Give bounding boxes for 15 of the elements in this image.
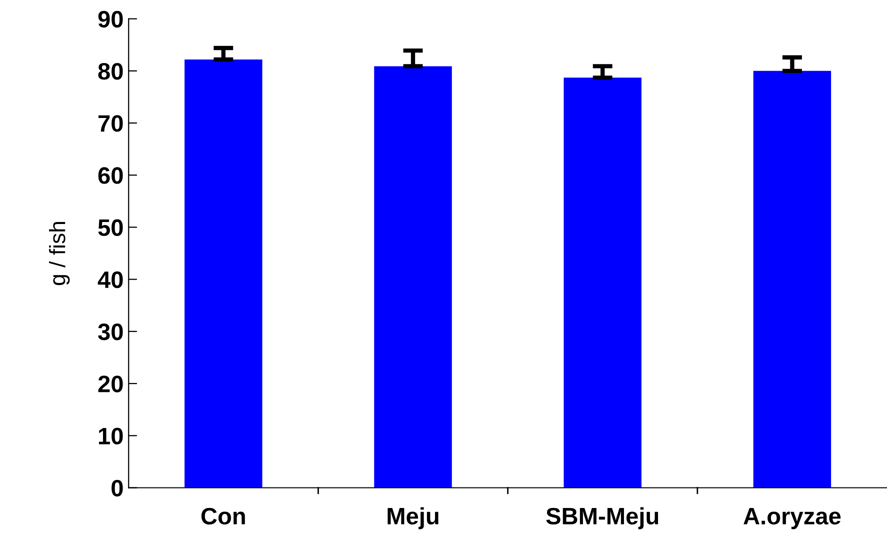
- y-tick-label: 80: [98, 62, 123, 80]
- y-tick-label: 60: [98, 167, 123, 184]
- y-tick-label: 50: [98, 219, 123, 236]
- y-axis-title: g / fish: [49, 222, 70, 286]
- x-tick-label: Meju: [388, 507, 438, 530]
- y-tick-label: 30: [98, 324, 123, 340]
- x-tick-label: Con: [201, 508, 245, 525]
- x-tick-label: SBM-Meju: [546, 507, 658, 530]
- x-tick-label: A.oryzae: [744, 508, 841, 530]
- y-tick-label: 20: [98, 376, 123, 392]
- y-tick-label: 10: [98, 428, 123, 444]
- y-tick-label: 40: [98, 271, 123, 288]
- y-tick-label: 70: [98, 115, 123, 132]
- y-tick-label: 0: [112, 480, 123, 497]
- y-tick-label: 90: [98, 10, 123, 28]
